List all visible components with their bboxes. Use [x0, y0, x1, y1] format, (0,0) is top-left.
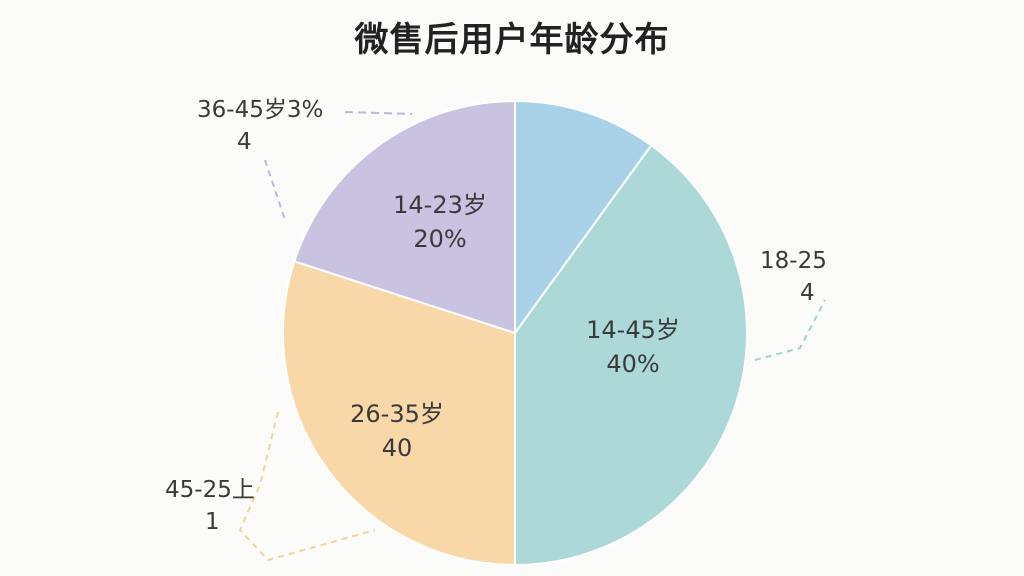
- slice-label-1-line-1: 40%: [606, 350, 659, 378]
- callout-line-36-45: [344, 111, 413, 115]
- slice-label-1-line-0: 14-45岁: [586, 316, 680, 344]
- callout-label-2-line-1: 1: [205, 509, 220, 535]
- callout-line-45-25: [238, 411, 376, 562]
- slice-label-2-line-1: 40: [382, 434, 413, 462]
- callout-label-3-line-1: 4: [237, 129, 252, 155]
- callout-label-1-line-0: 18-25: [760, 248, 827, 274]
- pie-slice-0: [514, 99, 653, 337]
- pie-slice-1: [514, 143, 748, 567]
- callout-lines: [238, 111, 826, 562]
- pie-slice-3: [293, 99, 516, 335]
- callout-label-1-line-1: 4: [800, 280, 815, 306]
- labels-layer: 14-45岁 40% 18-25 4 26-35岁 40 45-25上 1 14-23岁 20% 3…: [165, 97, 827, 535]
- callout-line-18-25: [754, 299, 826, 361]
- slice-label-3-line-1: 20%: [413, 225, 466, 253]
- callout-line-36-45-b: [264, 159, 286, 221]
- slice-label-3-line-0: 14-23岁: [393, 191, 487, 219]
- callout-label-3-line-0: 36-45岁3%: [197, 97, 323, 123]
- slices-layer: [282, 99, 748, 567]
- chart-title: 微售后用户年龄分布: [354, 20, 670, 60]
- slice-label-2-line-0: 26-35岁: [350, 400, 444, 428]
- pie-slice-2: [282, 260, 516, 567]
- callout-label-2-line-0: 45-25上: [165, 477, 255, 503]
